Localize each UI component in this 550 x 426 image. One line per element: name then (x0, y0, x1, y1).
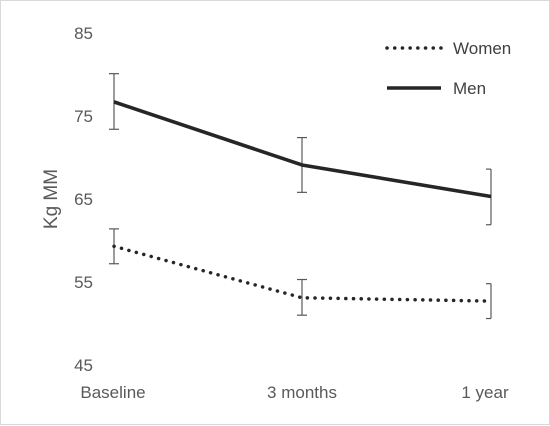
y-tick-label: 75 (74, 107, 93, 126)
series-women (109, 229, 491, 319)
x-tick-label: 3 months (267, 383, 337, 402)
y-tick-label: 65 (74, 190, 93, 209)
error-bar (486, 284, 491, 319)
legend-label: Men (453, 79, 486, 98)
y-axis-label: Kg MM (41, 169, 62, 229)
y-tick-label: 45 (74, 356, 93, 375)
legend-label: Women (453, 39, 511, 58)
legend-item-men: Men (387, 79, 486, 98)
y-tick-label: 55 (74, 273, 93, 292)
legend-item-women: Women (387, 39, 511, 58)
series-men (109, 74, 491, 225)
x-tick-label: Baseline (80, 383, 145, 402)
x-tick-label: 1 year (461, 383, 509, 402)
y-tick-label: 85 (74, 24, 93, 43)
